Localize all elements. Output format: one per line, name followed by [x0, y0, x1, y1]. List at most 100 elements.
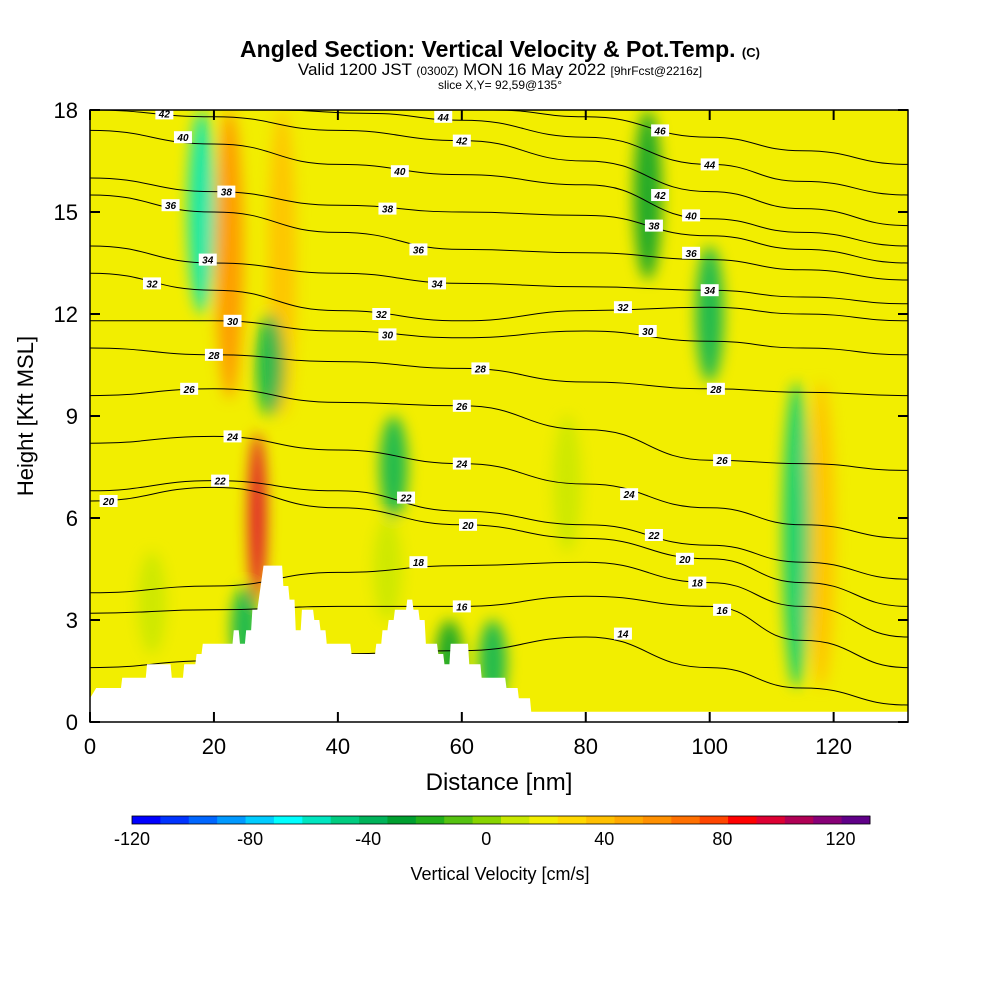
contour-label: 42: [455, 137, 468, 148]
colorbar-tick-label: 40: [594, 829, 614, 849]
contour-label-bg: [204, 348, 223, 361]
subtitle-utc-time: (0300Z): [416, 64, 459, 78]
contour-label: 18: [692, 579, 704, 590]
contour-line: [275, 110, 908, 196]
x-tick-label: 120: [815, 734, 852, 759]
x-tick-label: 100: [691, 734, 728, 759]
contour-label-bg: [409, 556, 428, 569]
contour-label-bg: [644, 529, 663, 541]
contour-label: 26: [455, 402, 468, 413]
contour-label: 24: [226, 432, 239, 443]
colorbar-swatch: [359, 816, 388, 824]
contour-label-bg: [390, 165, 409, 178]
colorbar-swatch: [415, 816, 445, 824]
y-tick-label: 18: [54, 98, 78, 123]
colorbar-swatch: [472, 816, 502, 824]
subtitle-valid-time: Valid 1200 JST: [297, 60, 412, 79]
chart-title-suffix: (C): [741, 45, 760, 60]
contour-line: [90, 486, 908, 607]
colorbar-swatch: [501, 816, 530, 824]
contour-label: 32: [146, 279, 158, 290]
velocity-feature: [373, 518, 402, 620]
colorbar-swatch: [330, 816, 360, 824]
contour-label: 14: [617, 630, 629, 641]
contour-label-bg: [688, 576, 707, 589]
contour-line: [90, 347, 908, 397]
colorbar-tick-label: 0: [481, 829, 491, 849]
colorbar-swatch: [614, 816, 644, 824]
contour-label: 20: [461, 521, 474, 532]
colorbar-swatch: [160, 816, 190, 824]
slice-info: slice X,Y= 92,59@135°: [437, 78, 563, 92]
contour-label: 38: [221, 188, 233, 199]
contour-label-bg: [452, 399, 471, 412]
contour-label-bg: [700, 284, 719, 297]
colorbar-swatch: [699, 816, 729, 824]
contour-label: 22: [214, 477, 227, 488]
chart-title: Angled Section: Vertical Velocity & Pot.…: [0, 36, 1000, 63]
contour-label: 28: [207, 351, 220, 362]
contour-label: 32: [617, 303, 629, 314]
contour-label-bg: [700, 158, 719, 171]
velocity-feature: [255, 314, 284, 416]
x-tick-label: 20: [202, 734, 226, 759]
contour-label: 32: [376, 310, 388, 321]
potential-temperature-contours: [90, 110, 908, 706]
contour-label: 24: [623, 490, 636, 501]
contour-label: 20: [102, 497, 115, 508]
contour-label-bg: [452, 600, 471, 613]
contour-label: 34: [431, 279, 443, 290]
contour-label: 46: [654, 126, 667, 137]
contour-label: 40: [176, 133, 189, 144]
contour-label-bg: [378, 202, 397, 215]
contour-label-bg: [223, 430, 242, 443]
contour-label-bg: [99, 495, 118, 507]
contour-label: 28: [709, 385, 722, 396]
contour-label-bg: [613, 301, 632, 314]
contour-label: 22: [647, 531, 660, 542]
colorbar-swatch: [841, 816, 871, 824]
contour-label-bg: [378, 328, 397, 341]
contour-line: [90, 129, 908, 247]
contour-label-bg: [682, 246, 701, 259]
colorbar-swatch: [671, 816, 701, 824]
contour-label-bg: [217, 185, 236, 198]
contour-label: 44: [437, 113, 450, 124]
colorbar-swatch: [444, 816, 474, 824]
contour-label-bg: [409, 243, 428, 256]
contour-label: 20: [678, 555, 691, 566]
contour-label-bg: [682, 209, 701, 222]
contour-label-bg: [142, 277, 161, 290]
colorbar-tick-label: -80: [237, 829, 263, 849]
chart-subtitle: Valid 1200 JST (0300Z) MON 16 May 2022 […: [0, 60, 1000, 80]
contour-line: [90, 595, 908, 669]
colorbar-swatch: [557, 816, 587, 824]
contour-label: 36: [686, 249, 698, 260]
contour-label-bg: [452, 457, 471, 470]
contour-label: 16: [456, 602, 468, 613]
colorbar-tick-label: 120: [825, 829, 855, 849]
contour-label-bg: [180, 382, 199, 395]
colorbar-swatch: [387, 816, 417, 824]
colorbar-tick-label: 80: [712, 829, 732, 849]
contour-label-bg: [613, 627, 632, 640]
contour-label-bg: [223, 314, 242, 327]
velocity-feature: [553, 416, 582, 552]
colorbar-swatch: [188, 816, 218, 824]
colorbar-title: Vertical Velocity [cm/s]: [410, 864, 589, 884]
y-tick-label: 6: [66, 506, 78, 531]
colorbar-swatch: [756, 816, 786, 824]
contour-label-bg: [644, 219, 663, 232]
colorbar-swatch: [529, 816, 559, 824]
colorbar-tick-label: -40: [355, 829, 381, 849]
contour-label: 26: [183, 385, 196, 396]
contour-label-bg: [651, 124, 670, 137]
contour-label-bg: [434, 110, 453, 123]
plot-area: 14 16 16 18 18 20 20 20 22 22 22 24 24 24 26 26 26 28 28 28…: [90, 110, 908, 722]
contour-line: [90, 388, 908, 471]
contour-label-bg: [173, 131, 192, 144]
contour-label-bg: [471, 362, 490, 375]
colorbar-swatch: [217, 816, 247, 824]
colorbar: -120 -80 -40 0 40 80 120: [114, 815, 871, 849]
